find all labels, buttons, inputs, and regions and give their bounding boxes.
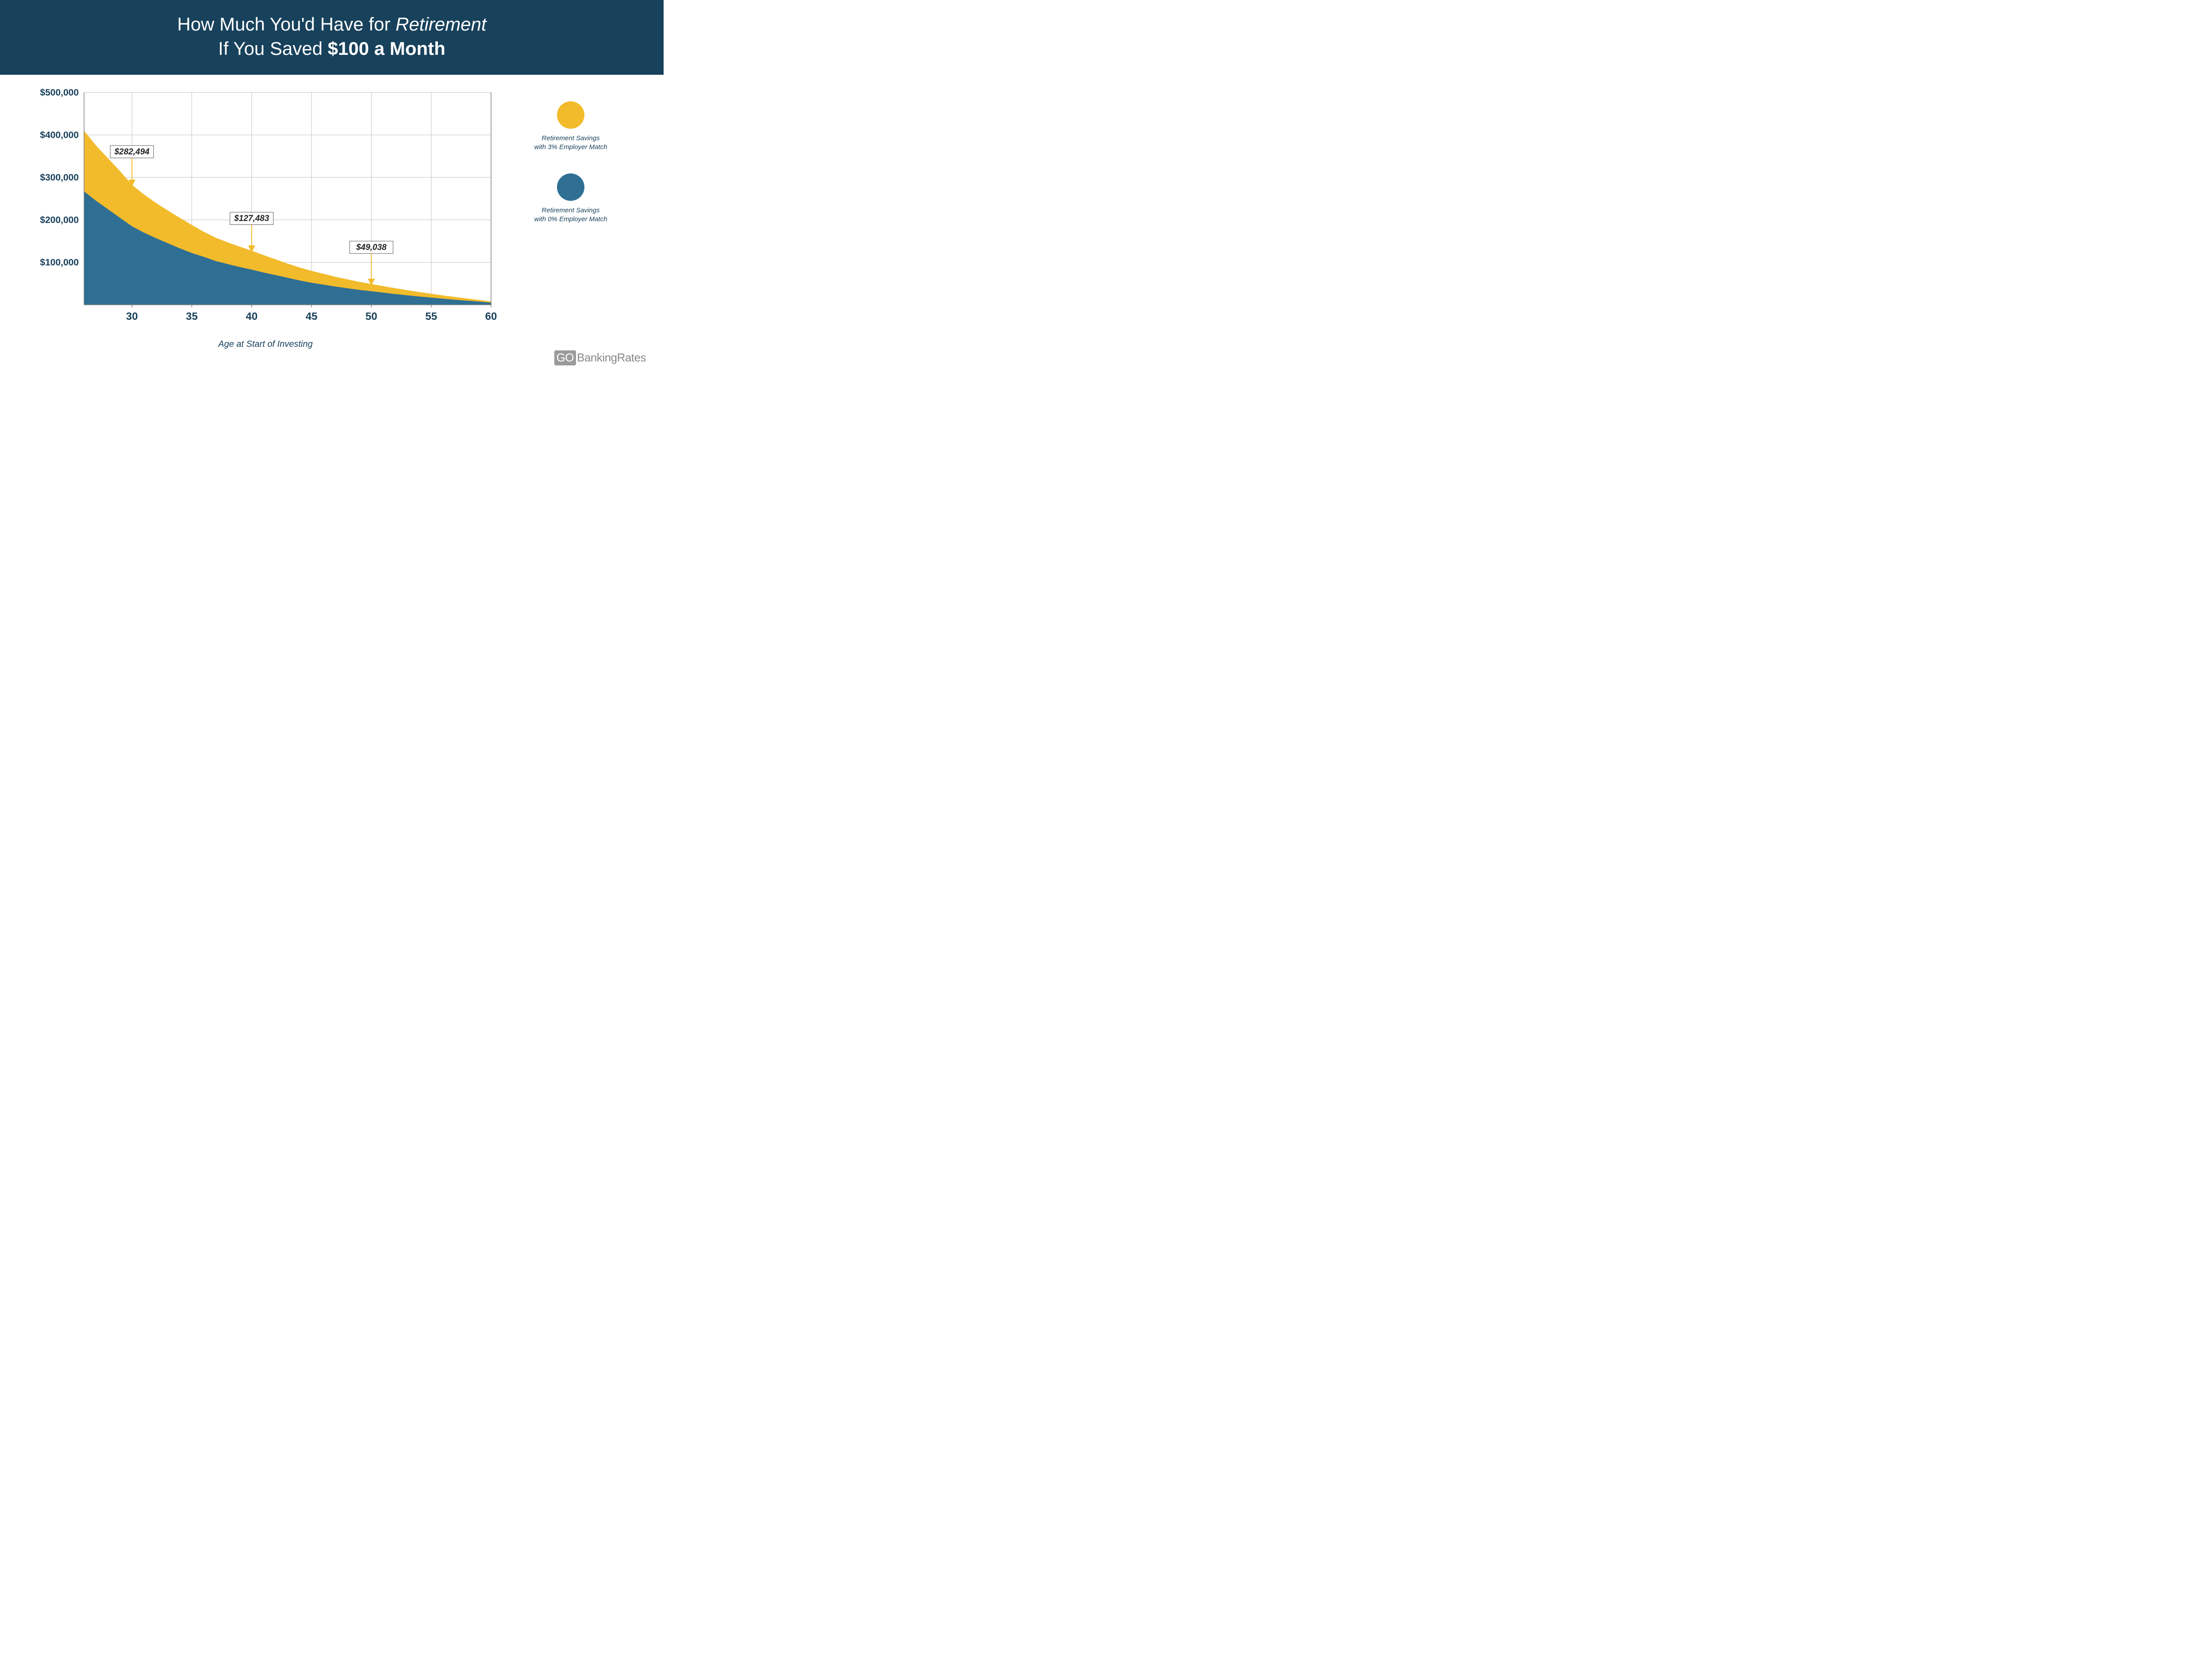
legend-label-1: Retirement Savings with 0% Employer Matc… <box>534 206 607 224</box>
legend: Retirement Savings with 3% Employer Matc… <box>504 88 619 349</box>
source-logo: GOBankingRates <box>554 350 646 365</box>
logo-box: GO <box>554 350 576 365</box>
svg-text:$300,000: $300,000 <box>40 173 79 183</box>
svg-text:40: 40 <box>246 311 257 323</box>
chart-wrap: $100,000 $200,000 $300,000 $400,000 $500,000… <box>27 88 504 336</box>
svg-text:35: 35 <box>186 311 198 323</box>
svg-text:50: 50 <box>365 311 377 323</box>
svg-text:$282,494: $282,494 <box>114 147 150 157</box>
svg-text:$100,000: $100,000 <box>40 257 79 268</box>
title-line1-a: How Much You'd Have for <box>177 14 396 35</box>
legend-swatch-0 <box>557 101 584 129</box>
chart-container: $100,000 $200,000 $300,000 $400,000 $500,000… <box>27 88 504 349</box>
logo-text: BankingRates <box>577 351 646 364</box>
svg-text:30: 30 <box>126 311 138 323</box>
legend-label-0: Retirement Savings with 3% Employer Matc… <box>534 134 607 152</box>
title-line2-bold: $100 a Month <box>328 38 445 59</box>
svg-text:45: 45 <box>306 311 318 323</box>
title-line1-italic: Retirement <box>396 14 486 35</box>
main-content: $100,000 $200,000 $300,000 $400,000 $500,000… <box>0 75 664 349</box>
title-line2-a: If You Saved <box>218 38 328 59</box>
svg-text:$127,483: $127,483 <box>234 214 269 223</box>
x-axis-label: Age at Start of Investing <box>27 339 504 349</box>
svg-text:$400,000: $400,000 <box>40 130 79 140</box>
svg-text:$200,000: $200,000 <box>40 215 79 225</box>
svg-text:$49,038: $49,038 <box>356 243 387 252</box>
svg-text:55: 55 <box>425 311 437 323</box>
header-banner: How Much You'd Have for Retirement If Yo… <box>0 0 664 75</box>
svg-text:60: 60 <box>485 311 497 323</box>
legend-swatch-1 <box>557 173 584 201</box>
area-chart: $100,000 $200,000 $300,000 $400,000 $500,000… <box>27 88 504 336</box>
svg-text:$500,000: $500,000 <box>40 88 79 98</box>
